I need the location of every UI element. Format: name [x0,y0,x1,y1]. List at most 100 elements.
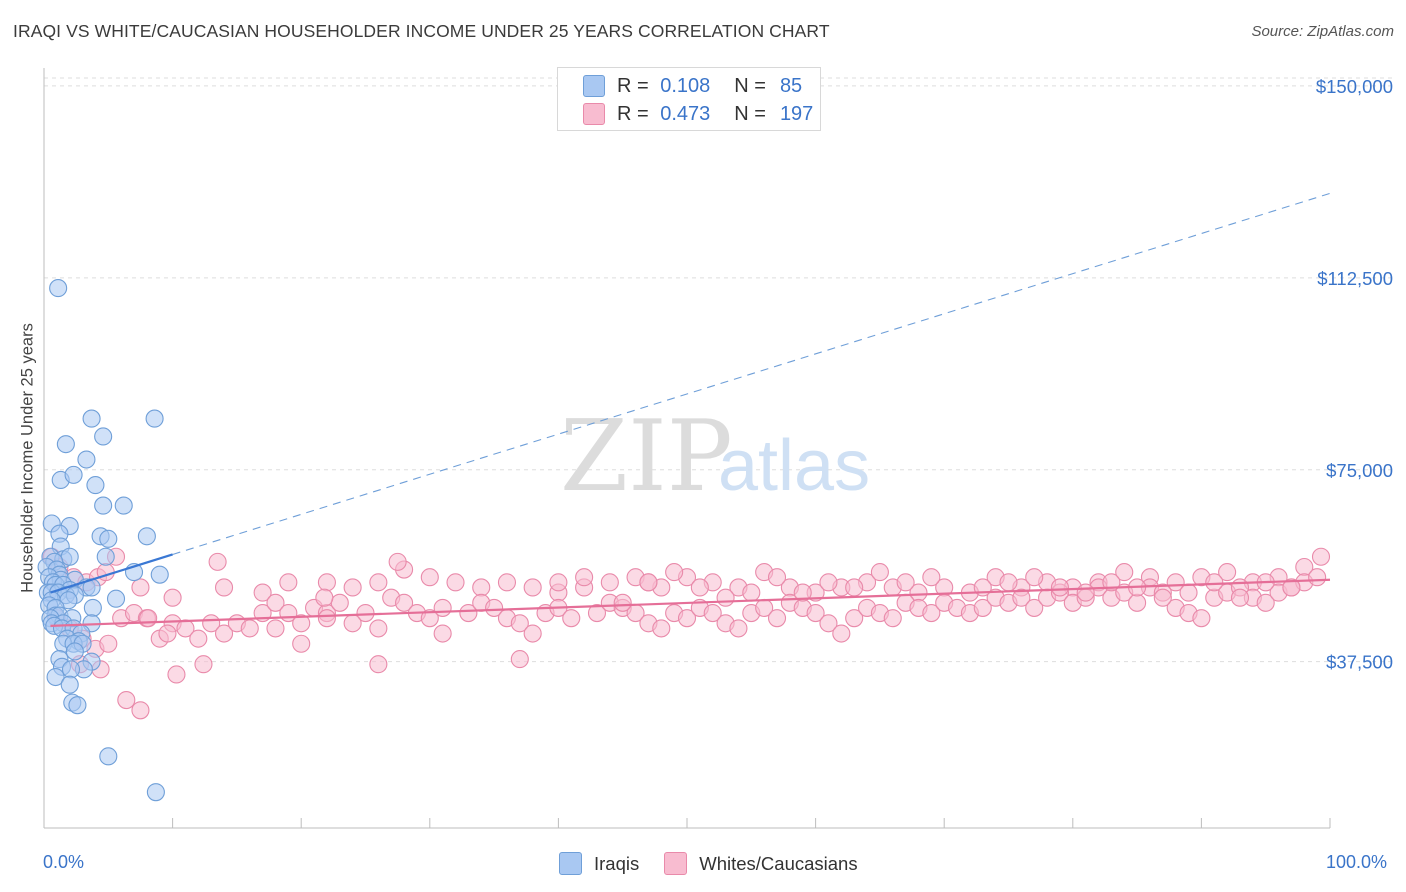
series-legend: Iraqis Whites/Caucasians [559,852,883,875]
white-point [1179,583,1198,602]
white-point [266,619,285,638]
white-point [1308,568,1327,587]
y-tick-label: $112,500 [1317,268,1393,289]
iraqi-point [145,409,164,428]
gridlines [44,77,1395,663]
iraqi-point [49,279,68,298]
iraqi-point [150,565,169,584]
white-point [317,609,336,628]
white-point [369,573,388,592]
white-point [742,583,761,602]
legend-item-iraqis: Iraqis [559,852,639,875]
white-point [896,573,915,592]
iraqi-point [99,747,118,766]
white-point [922,604,941,623]
white-point [497,573,517,592]
iraqi-point [99,529,118,548]
white-point [883,609,902,628]
white-point [677,609,697,628]
axes [43,68,1331,829]
white-point [510,650,529,669]
white-point [652,619,671,638]
white-point [1012,588,1031,607]
white-point [587,604,607,623]
iraqi-point [86,476,105,495]
white-point [600,573,619,592]
white-point [139,609,158,628]
x-tick-label-max: 100.0% [1326,852,1388,872]
white-trend-line [50,578,1331,627]
white-point [562,609,581,628]
white-point [819,614,838,633]
legend-row-whites: R = 0.473 N = 197 [583,101,813,127]
white-point [194,655,213,674]
iraqi-point [82,409,101,428]
iraqi-point [64,465,83,484]
iraqi-point [146,783,165,802]
correlation-legend: R = 0.108 N = 85 R = 0.473 N = 197 [557,67,821,131]
legend-item-whites: Whites/Caucasians [664,852,858,875]
white-point [806,604,825,623]
iraqi-point [68,696,87,715]
white-point [1230,588,1250,607]
white-point [388,552,407,571]
white-point [266,593,285,612]
whites-swatch [664,852,688,875]
white-point [639,573,658,592]
white-point [845,578,864,597]
white-point [1153,588,1172,607]
white-point [131,701,150,720]
legend-row-iraqis: R = 0.108 N = 85 [583,73,802,99]
white-point [1050,578,1069,597]
white-point [167,665,186,684]
y-axis-label: Householder Income Under 25 years [18,323,37,593]
white-point [315,588,334,607]
iraqi-point [137,527,156,546]
watermark-zip: ZIP [560,400,733,514]
white-point [472,578,491,597]
white-point [433,598,452,617]
white-point [1076,583,1095,602]
white-point [767,609,787,628]
white-point [214,624,234,643]
white-point [767,568,787,587]
iraqis-swatch [559,852,582,875]
source-label: Source: ZipAtlas.com [1251,23,1394,40]
iraqi-point [60,675,79,694]
iraqi-point [83,598,102,617]
whites-swatch [583,103,605,125]
white-point [1166,573,1185,592]
y-tick-label: $150,000 [1316,76,1393,97]
white-point [716,588,735,607]
white-point [420,609,439,628]
white-point [703,604,722,623]
white-point [523,624,542,643]
white-point [1025,598,1044,617]
x-tick-label-min: 0.0% [43,852,85,872]
iraqi-point [56,435,75,454]
legend-label-whites: Whites/Caucasians [699,852,858,874]
white-point [832,624,851,643]
white-point [999,573,1018,592]
iraqi-point [94,496,113,515]
n-label: N = [734,102,766,125]
points [37,279,1331,802]
white-point [1192,609,1211,628]
white-point [1115,563,1134,582]
white-point [214,578,234,597]
white-point [369,655,388,674]
white-point [922,568,941,587]
white-point [973,598,992,617]
white-point [317,573,336,592]
white-point [690,578,709,597]
white-point [131,578,150,597]
white-point [163,588,182,607]
white-point [1256,593,1275,612]
white-point [1025,568,1044,587]
white-point [369,619,388,638]
iraqi-point [94,427,113,446]
trend-lines [50,192,1331,627]
white-point [208,552,227,571]
iraqi-point [65,642,84,661]
